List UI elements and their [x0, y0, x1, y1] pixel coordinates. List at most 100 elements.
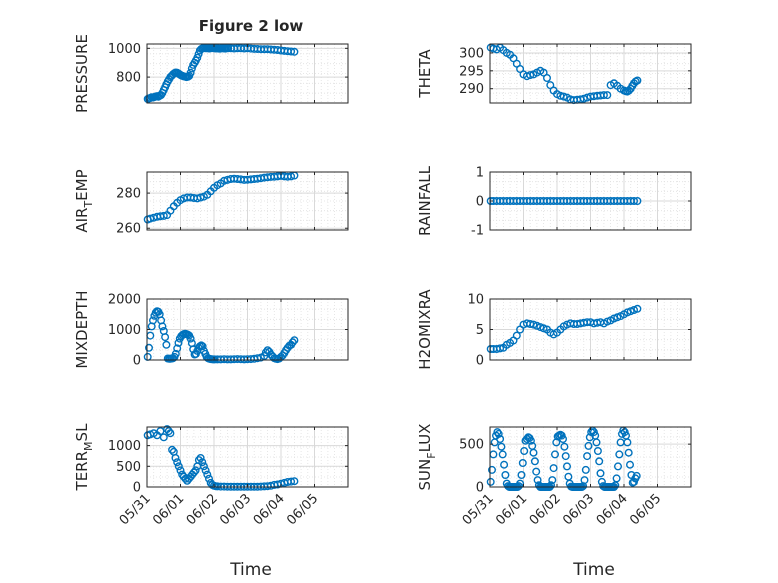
data-point: [176, 466, 185, 475]
data-point: [166, 429, 175, 438]
y-tick-label: 280: [116, 187, 141, 202]
data-point: [633, 304, 642, 313]
data-point: [196, 193, 205, 202]
series-rainfall: [486, 196, 642, 205]
data-point: [624, 448, 633, 457]
data-point: [171, 454, 180, 463]
data-point: [174, 462, 183, 471]
data-point: [526, 436, 535, 445]
data-point: [193, 53, 202, 62]
data-point: [186, 334, 195, 343]
x-tick-label: 06/05: [627, 491, 664, 528]
data-point: [526, 71, 535, 80]
data-point: [498, 450, 507, 459]
data-point: [198, 342, 207, 351]
data-point: [589, 428, 598, 437]
series-pressure: [143, 44, 299, 103]
data-point: [159, 211, 168, 220]
data-point: [620, 428, 629, 437]
y-tick-label: 10: [467, 293, 484, 308]
x-tick-label: 06/01: [150, 491, 187, 528]
y-axis-label: TERRMSL: [73, 423, 95, 492]
data-point: [253, 354, 262, 363]
data-point: [486, 477, 495, 486]
data-point: [583, 452, 592, 461]
y-tick-label: 500: [116, 460, 141, 475]
y-tick-label: 2000: [108, 293, 141, 308]
x-tick-label: 05/31: [460, 491, 497, 528]
data-point: [287, 47, 296, 56]
data-point: [290, 477, 299, 486]
data-point: [533, 476, 542, 485]
x-tick-label: 06/03: [217, 491, 254, 528]
data-point: [595, 457, 604, 466]
data-point: [159, 433, 168, 442]
data-point: [488, 465, 497, 474]
data-point: [290, 47, 299, 56]
data-point: [288, 338, 297, 347]
data-point: [148, 316, 157, 325]
data-point: [494, 429, 503, 438]
data-point: [581, 465, 590, 474]
data-point: [174, 338, 183, 347]
y-tick-label: 5: [476, 323, 484, 338]
figure-title: Figure 2 low: [199, 17, 304, 35]
data-point: [162, 340, 171, 349]
x-axis-title-right: Time: [572, 560, 615, 580]
data-point: [529, 448, 538, 457]
data-point: [496, 435, 505, 444]
y-axis-label: SUNFLUX: [416, 424, 438, 491]
data-point: [599, 91, 608, 100]
y-axis-label: RAINFALL: [416, 165, 434, 236]
data-point: [287, 477, 296, 486]
subplot-rainfall: -1 0 1 RAINFALL: [416, 165, 692, 239]
subplot-pressure: 800 1000 PRESSURE: [73, 34, 349, 113]
major-grid: [147, 427, 348, 487]
data-point: [580, 476, 589, 485]
y-tick-label: 1000: [108, 323, 141, 338]
data-point: [614, 462, 623, 471]
subplot-air-temp: 260 280 AIRTEMP: [73, 169, 349, 237]
data-point: [532, 467, 541, 476]
data-point: [203, 470, 212, 479]
data-point: [548, 476, 557, 485]
series-theta: [486, 43, 642, 105]
data-point: [612, 474, 621, 483]
data-point: [496, 344, 505, 353]
major-grid: [147, 299, 348, 360]
y-axis-label: THETA: [416, 49, 434, 99]
data-point: [201, 466, 210, 475]
data-point: [173, 344, 182, 353]
data-point: [561, 452, 570, 461]
data-point: [547, 481, 556, 490]
data-point: [501, 471, 510, 480]
subplot-h2omixra: 0 5 10 H2OMIXRA: [416, 289, 692, 370]
x-tick-label: 06/01: [493, 491, 530, 528]
subplot-theta: 290 295 300 THETA: [416, 43, 692, 105]
data-point: [563, 462, 572, 471]
data-point: [603, 91, 612, 100]
y-tick-label: 0: [476, 354, 484, 369]
y-tick-label: 260: [116, 222, 141, 237]
data-point: [543, 73, 552, 82]
data-point: [623, 438, 632, 447]
data-point: [560, 442, 569, 451]
data-point: [630, 196, 639, 205]
series-air-temp: [143, 171, 299, 224]
x-tick-label: 06/03: [560, 491, 597, 528]
y-axis-label: H2OMIXRA: [416, 289, 434, 370]
y-tick-label: 0: [476, 195, 484, 210]
data-point: [144, 343, 153, 352]
data-point: [549, 464, 558, 473]
y-axis-label: AIRTEMP: [73, 169, 95, 232]
data-point: [189, 468, 198, 477]
x-tick-label: 06/02: [527, 491, 564, 528]
x-tick-label: 06/04: [594, 491, 631, 528]
data-point: [196, 454, 205, 463]
data-point: [633, 196, 642, 205]
data-point: [158, 322, 167, 331]
data-point: [520, 447, 529, 456]
